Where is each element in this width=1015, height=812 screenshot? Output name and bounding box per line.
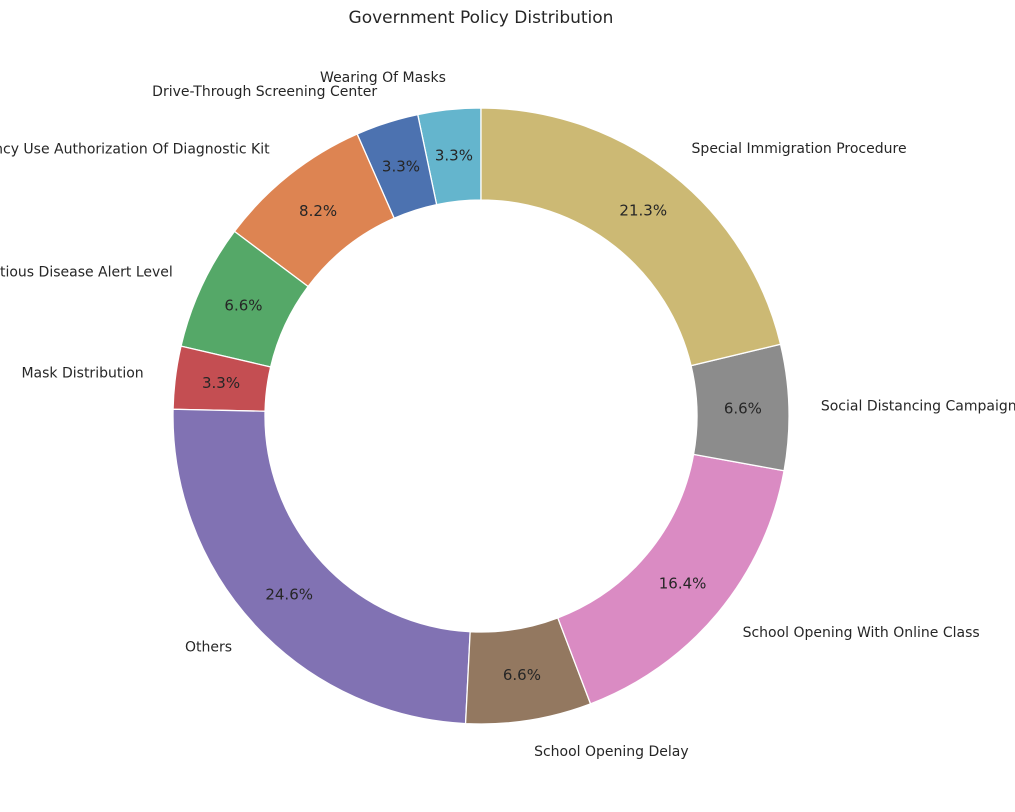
percent-label-mask-distribution: 3.3% bbox=[202, 374, 240, 392]
percent-label-school-opening-delay: 6.6% bbox=[503, 666, 541, 684]
chart-title: Government Policy Distribution bbox=[349, 8, 614, 28]
category-label-mask-distribution: Mask Distribution bbox=[21, 365, 143, 381]
category-label-drive-through-screening-center: Drive-Through Screening Center bbox=[152, 84, 377, 100]
percent-label-wearing-of-masks: 3.3% bbox=[435, 146, 473, 164]
slice-others bbox=[172, 408, 471, 725]
percent-labels-group: 3.3% 3.3% 8.2% 6.6% 3.3% 24.6% 6.6% 16.4% 6.6% 21… bbox=[202, 146, 762, 683]
percent-label-school-opening-with-online-class: 16.4% bbox=[659, 574, 707, 592]
category-label-emergency-use-authorization-of-diagnostic-kit: Emergency Use Authorization Of Diagnosti… bbox=[0, 142, 270, 158]
slice-special-immigration-procedure bbox=[480, 107, 782, 367]
slices-group bbox=[172, 107, 790, 725]
category-label-others: Others bbox=[185, 640, 232, 656]
percent-label-others: 24.6% bbox=[265, 585, 313, 603]
category-label-school-opening-delay: School Opening Delay bbox=[534, 744, 689, 760]
percent-label-social-distancing-campaign: 6.6% bbox=[724, 400, 762, 418]
category-label-social-distancing-campaign: Social Distancing Campaign bbox=[821, 398, 1015, 414]
percent-label-drive-through-screening-center: 3.3% bbox=[382, 158, 420, 176]
percent-label-special-immigration-procedure: 21.3% bbox=[619, 201, 667, 219]
category-label-infectious-disease-alert-level: Infectious Disease Alert Level bbox=[0, 264, 173, 280]
category-label-school-opening-with-online-class: School Opening With Online Class bbox=[743, 625, 980, 641]
percent-label-emergency-use-authorization-of-diagnostic-kit: 8.2% bbox=[299, 202, 337, 220]
percent-label-infectious-disease-alert-level: 6.6% bbox=[224, 296, 262, 314]
category-label-special-immigration-procedure: Special Immigration Procedure bbox=[692, 141, 907, 157]
category-label-wearing-of-masks: Wearing Of Masks bbox=[320, 70, 446, 86]
